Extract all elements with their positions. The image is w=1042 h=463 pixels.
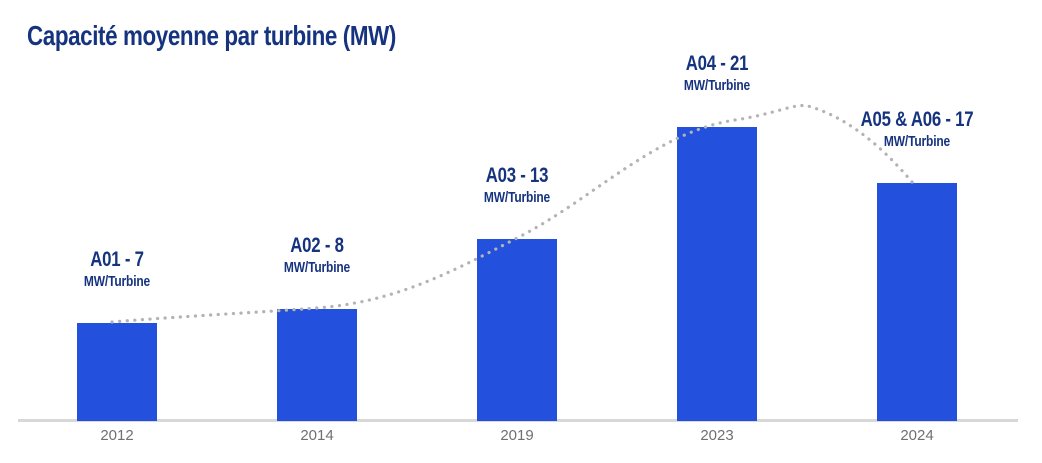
bar-unit-label: MW/Turbine	[283, 259, 351, 276]
bar-2023	[677, 127, 757, 421]
bar-unit-label: MW/Turbine	[883, 133, 951, 150]
bar-label-2019: A03 - 13 MW/Turbine	[421, 162, 613, 206]
bar-value-label: A05 & A06 - 17	[860, 108, 974, 131]
x-tick-label-2014: 2014	[300, 427, 334, 444]
bar-unit-label: MW/Turbine	[83, 273, 151, 290]
bar-2014	[277, 309, 357, 421]
bar-unit-label: MW/Turbine	[683, 77, 751, 94]
bar-2019	[477, 239, 557, 421]
bar-unit-label: MW/Turbine	[483, 189, 551, 206]
bar-value-label: A04 - 21	[685, 52, 749, 75]
bar-value-label: A03 - 13	[485, 164, 549, 187]
bar-value-label: A01 - 7	[90, 248, 144, 271]
bar-label-2012: A01 - 7 MW/Turbine	[21, 246, 213, 290]
bar-2024	[877, 183, 957, 421]
bar-2012	[77, 323, 157, 421]
bar-label-2024: A05 & A06 - 17 MW/Turbine	[821, 106, 1013, 150]
chart-title: Capacité moyenne par turbine (MW)	[27, 20, 396, 51]
bar-label-2023: A04 - 21 MW/Turbine	[621, 50, 813, 94]
bar-value-label: A02 - 8	[290, 234, 344, 257]
x-tick-label-2019: 2019	[500, 427, 534, 444]
x-tick-label-2024: 2024	[900, 427, 934, 444]
x-tick-label-2023: 2023	[700, 427, 734, 444]
bar-label-2014: A02 - 8 MW/Turbine	[221, 232, 413, 276]
x-tick-label-2012: 2012	[100, 427, 134, 444]
